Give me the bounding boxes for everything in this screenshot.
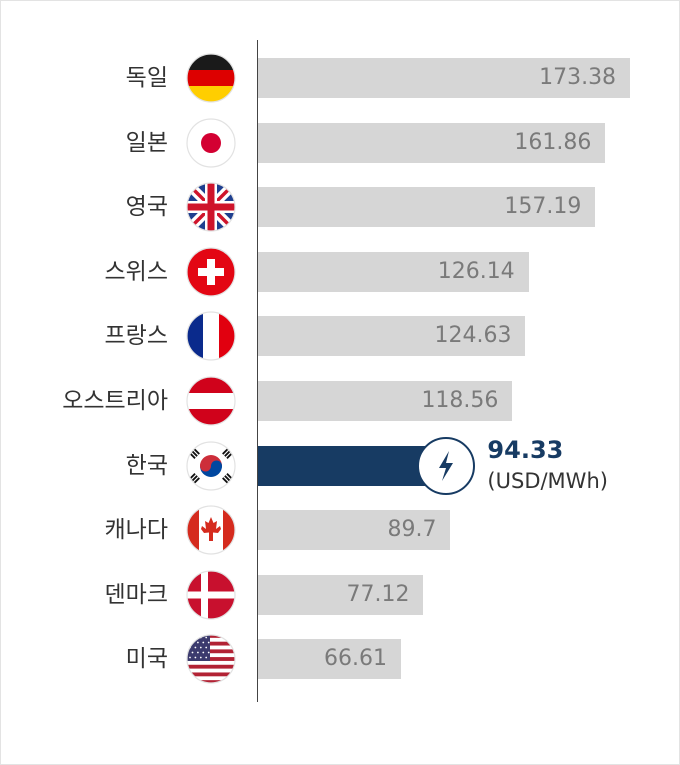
category-label: 영국 (125, 194, 168, 221)
bar (258, 122, 606, 163)
category-label: 스위스 (104, 258, 168, 285)
bar-value-label: 118.56 (421, 388, 499, 413)
bar (258, 251, 529, 292)
bar-value-label: 161.86 (514, 129, 592, 155)
bar (258, 58, 631, 98)
category-label: 독일 (125, 65, 168, 91)
lightning-icon (417, 436, 476, 495)
category-label: 캐나다 (104, 517, 168, 544)
bar-value-label: 157.19 (504, 194, 582, 220)
bar (258, 316, 526, 357)
bar (258, 574, 424, 615)
axis-line (257, 40, 258, 702)
korea-flag-icon (186, 440, 236, 491)
bar-value-label: 126.14 (437, 258, 515, 284)
austria-flag-icon (186, 376, 236, 426)
bar (258, 187, 596, 228)
denmark-flag-icon (186, 570, 236, 620)
uk-flag-icon (186, 182, 236, 232)
bar-value-label: 124.63 (434, 323, 512, 349)
category-label: 미국 (125, 646, 168, 673)
highlight-value-label: 94.33 (487, 435, 564, 464)
bar (258, 510, 451, 551)
japan-flag-icon (186, 117, 236, 168)
category-label: 한국 (125, 452, 168, 479)
bar (258, 639, 401, 680)
france-flag-icon (186, 311, 236, 361)
switzerland-flag-icon (186, 247, 236, 297)
bar-value-label: 77.12 (346, 581, 410, 607)
bar-value-label: 66.61 (323, 646, 387, 672)
bar-value-label: 173.38 (539, 65, 617, 90)
canada-flag-icon (186, 505, 236, 555)
highlight-unit-label: (USD/MWh) (487, 468, 608, 493)
category-label: 프랑스 (104, 323, 168, 350)
bar (258, 381, 513, 421)
category-label: 덴마크 (104, 581, 168, 608)
usa-flag-icon (186, 634, 236, 684)
bar-value-label: 89.7 (387, 517, 437, 543)
germany-flag-icon (186, 53, 236, 103)
category-label: 오스트리아 (62, 388, 168, 414)
category-label: 일본 (125, 129, 168, 156)
